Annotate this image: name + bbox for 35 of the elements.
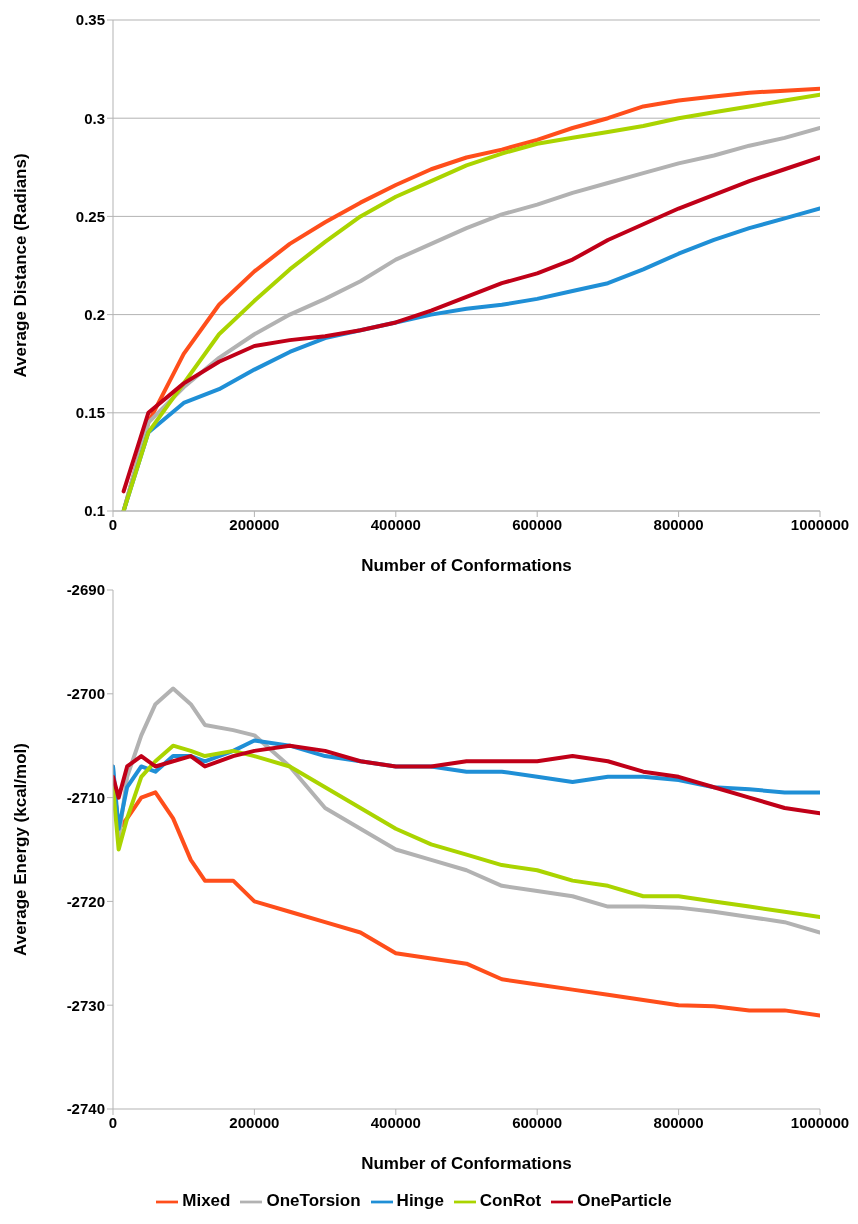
x-tick-label: 400000 [370,1113,421,1131]
y-tick-label: -2730 [66,996,105,1014]
x-axis-title: Number of Conformations [361,1154,572,1173]
x-tick-label: 1000000 [790,515,850,533]
y-tick-label: -2710 [66,788,105,806]
y-tick-label: -2690 [66,581,105,599]
y-tick-label: -2740 [66,1100,105,1118]
x-tick-label: 600000 [512,1113,563,1131]
x-axis-title: Number of Conformations [361,556,572,575]
y-tick-label: -2720 [66,892,105,910]
y-tick-label: -2700 [66,685,105,703]
y-tick-label: 0.1 [84,502,105,520]
x-tick-label: 400000 [370,515,421,533]
legend-label: Mixed [182,1191,231,1211]
x-tick-label: 0 [108,1113,118,1131]
x-tick-label: 0 [108,515,118,533]
line-series [113,743,820,816]
legend-label: OneTorsion [266,1191,361,1211]
y-tick-label: 0.25 [75,207,105,225]
x-tick-label: 800000 [653,1113,704,1131]
legend-label: Hinge [396,1191,444,1211]
x-tick-label: 800000 [653,515,704,533]
legend-label: ConRot [479,1191,542,1211]
y-axis-title: Average Energy (kcal/mol) [11,743,31,956]
legend-label: OneParticle [577,1191,672,1211]
y-axis-title: Average Distance (Radians) [11,153,31,378]
y-tick-label: 0.2 [84,305,105,323]
y-tick-label: 0.35 [75,11,105,29]
y-tick-label: 0.15 [75,404,105,422]
x-tick-label: 600000 [512,515,563,533]
y-tick-label: 0.3 [84,109,105,127]
line-series [113,743,820,919]
x-tick-label: 1000000 [790,1113,850,1131]
x-tick-label: 200000 [229,515,280,533]
x-tick-label: 200000 [229,1113,280,1131]
